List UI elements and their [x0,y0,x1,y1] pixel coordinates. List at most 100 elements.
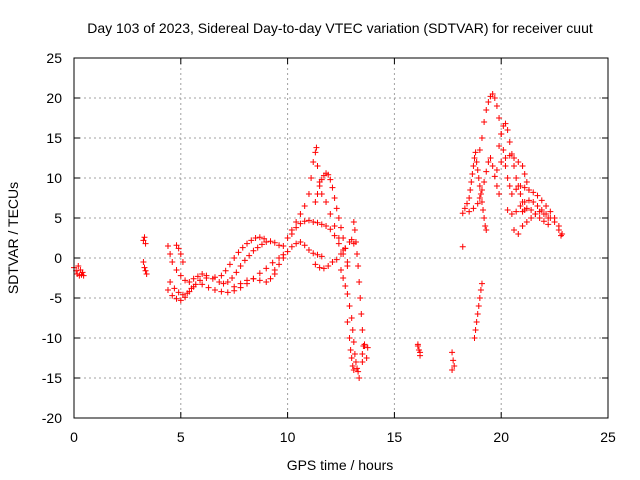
data-point [342,245,349,252]
data-point [271,239,278,246]
data-point [359,327,366,333]
data-point [173,242,180,249]
data-point [338,267,344,273]
data-point [517,183,524,189]
data-point [338,251,344,257]
data-point [359,359,366,365]
data-point [481,215,488,221]
data-point [248,237,255,244]
data-point [211,274,218,281]
data-point [354,251,361,257]
data-point [297,211,304,217]
data-point [352,239,359,245]
data-point [466,208,473,215]
x-tick-label: 20 [493,429,509,445]
data-point [508,191,515,197]
data-point [141,264,148,271]
data-point [344,291,351,297]
data-point [357,295,364,301]
data-point [476,147,483,153]
data-point [190,275,197,282]
data-point [288,243,295,250]
data-point [451,363,458,369]
data-point [517,203,524,209]
data-point [239,244,246,251]
data-point [472,149,479,156]
data-point [473,319,480,325]
data-point [506,139,513,145]
data-point [477,287,484,293]
data-point [534,192,541,199]
data-point [474,200,481,207]
data-point [164,243,171,249]
data-point [474,167,481,173]
data-point [269,259,276,266]
data-point [547,208,554,215]
data-point [461,205,468,212]
data-point [310,219,317,225]
data-point [241,257,248,264]
data-point [329,259,336,265]
data-point [475,175,482,181]
data-point [314,219,321,226]
data-point [323,199,330,205]
data-point [169,292,176,299]
data-point [521,199,528,205]
data-point [478,199,485,205]
data-point [496,115,503,121]
data-point [316,264,323,271]
data-point [312,149,319,156]
data-point [513,175,520,181]
data-point [487,155,494,161]
data-point [519,163,526,169]
data-point [224,289,231,296]
data-point [530,199,537,205]
data-point [525,197,532,204]
data-point [515,231,522,237]
data-point [475,303,482,309]
data-point [504,175,511,181]
data-point [358,311,365,317]
data-point [263,239,270,245]
data-point [211,287,218,293]
grid-lines [74,58,608,418]
data-point [466,195,473,201]
data-point [340,235,347,241]
data-point [205,284,212,291]
data-point [288,231,295,237]
data-point [220,280,227,287]
data-point [171,285,178,292]
data-point [164,287,171,293]
y-tick-label: 25 [46,50,62,66]
data-point [284,235,291,241]
data-point [335,240,342,247]
data-point [348,236,355,243]
data-point [528,207,535,213]
data-point [517,191,524,197]
data-point [271,267,278,273]
data-point [216,279,223,285]
data-point [352,359,359,365]
data-point [305,247,312,253]
data-point [229,275,236,281]
data-point [545,221,552,228]
data-point [493,183,500,189]
data-point [504,207,511,213]
data-point [256,277,263,284]
data-point [333,205,340,212]
data-point [261,235,268,242]
data-point [351,351,358,357]
data-point [349,327,356,333]
data-point [474,311,481,317]
data-point [280,243,287,249]
data-point [555,227,562,233]
data-point [190,283,197,290]
data-point [489,91,496,97]
y-tick-label: -5 [50,290,63,306]
data-point [538,197,545,204]
data-point [355,368,362,375]
data-point [267,275,274,282]
data-point [142,267,149,274]
data-point [250,275,257,282]
data-point [325,263,332,269]
